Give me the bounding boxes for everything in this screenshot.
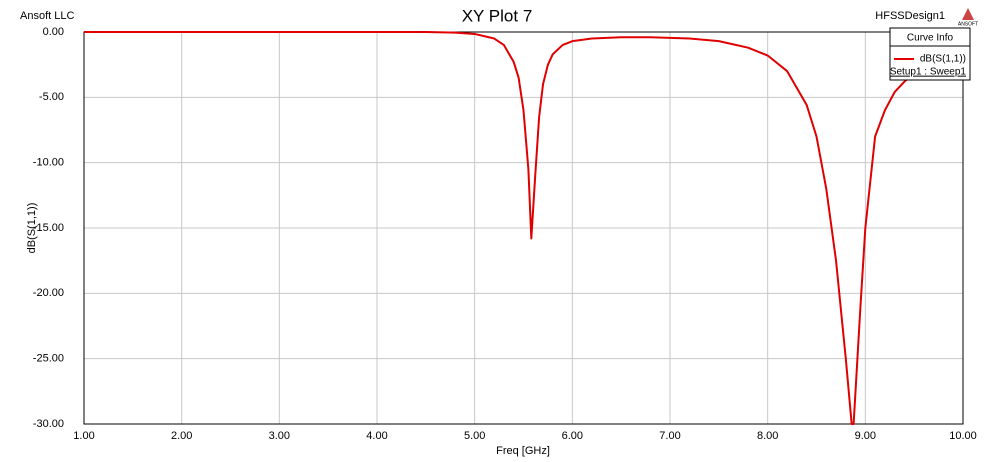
x-tick-label: 9.00 — [855, 430, 876, 442]
x-tick-label: 4.00 — [366, 430, 387, 442]
y-tick-label: -25.00 — [33, 353, 64, 365]
y-tick-label: -20.00 — [33, 287, 64, 299]
y-axis-label: dB(S(1,1)) — [26, 203, 38, 254]
legend-entry: dB(S(1,1)) — [920, 54, 966, 65]
y-tick-label: -10.00 — [33, 157, 64, 169]
x-tick-label: 3.00 — [269, 430, 290, 442]
x-axis-label: Freq [GHz] — [496, 445, 550, 457]
legend: Curve Info dB(S(1,1)) Setup1 : Sweep1 — [889, 27, 971, 81]
y-tick-label: -5.00 — [39, 91, 64, 103]
legend-box — [889, 27, 971, 81]
y-tick-label: -15.00 — [33, 222, 64, 234]
y-tick-label: -30.00 — [33, 418, 64, 430]
design-name: HFSSDesign1 — [875, 10, 945, 22]
x-tick-label: 10.00 — [949, 430, 977, 442]
data-layer — [84, 31, 964, 425]
company: Ansoft LLC — [20, 10, 74, 22]
x-tick-label: 1.00 — [73, 430, 94, 442]
series-line — [84, 31, 964, 425]
logo-icon — [962, 8, 974, 20]
x-tick-label: 6.00 — [562, 430, 583, 442]
x-tick-label: 8.00 — [757, 430, 778, 442]
logo: ANSOFT — [958, 21, 978, 27]
legend-subtitle: Setup1 : Sweep1 — [890, 67, 967, 78]
x-tick-label: 7.00 — [659, 430, 680, 442]
chart-title: XY Plot 7 — [462, 6, 533, 25]
plot-frame — [83, 31, 964, 425]
y-tick-label: 0.00 — [43, 26, 64, 38]
x-tick-label: 5.00 — [464, 430, 485, 442]
legend-title: Curve Info — [907, 33, 954, 44]
x-tick-label: 2.00 — [171, 430, 192, 442]
